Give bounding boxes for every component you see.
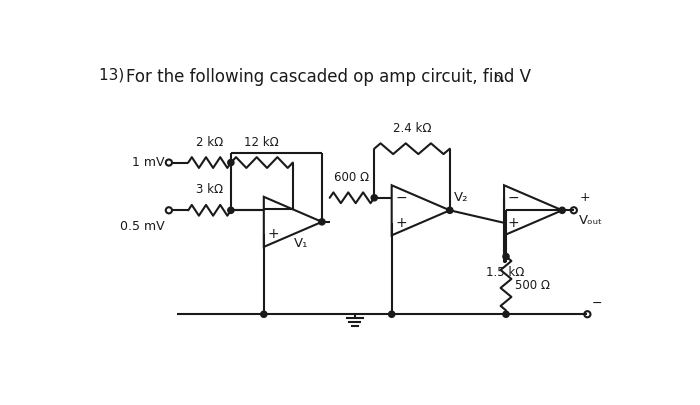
Circle shape — [228, 160, 234, 166]
Text: 600 Ω: 600 Ω — [335, 171, 370, 184]
Text: −: − — [508, 191, 519, 205]
Circle shape — [371, 195, 377, 201]
Text: o: o — [494, 72, 501, 85]
Text: +: + — [395, 216, 407, 230]
Text: −: − — [267, 202, 279, 216]
Circle shape — [559, 207, 566, 213]
Circle shape — [503, 254, 509, 260]
Text: 1.5 kΩ: 1.5 kΩ — [486, 266, 524, 279]
Text: −: − — [592, 297, 602, 310]
Text: −: − — [395, 191, 407, 205]
Circle shape — [228, 207, 234, 213]
Circle shape — [260, 311, 267, 318]
Circle shape — [503, 311, 509, 318]
Circle shape — [389, 311, 395, 318]
Text: V₁: V₁ — [293, 237, 308, 250]
Text: 12 kΩ: 12 kΩ — [244, 136, 279, 149]
Text: 2.4 kΩ: 2.4 kΩ — [393, 122, 431, 135]
Text: 3 kΩ: 3 kΩ — [195, 183, 223, 196]
Text: +: + — [508, 216, 519, 230]
Text: V₂: V₂ — [454, 191, 468, 204]
Text: .: . — [499, 68, 504, 86]
Text: 2 kΩ: 2 kΩ — [195, 136, 223, 149]
Text: Vₒᵤₜ: Vₒᵤₜ — [579, 214, 603, 227]
Circle shape — [318, 219, 325, 225]
Text: +: + — [267, 227, 279, 241]
Text: 1 mV: 1 mV — [132, 156, 165, 169]
Text: For the following cascaded op amp circuit, find V: For the following cascaded op amp circui… — [126, 68, 531, 86]
Text: +: + — [579, 191, 590, 204]
Circle shape — [447, 207, 453, 213]
Text: 0.5 mV: 0.5 mV — [120, 220, 165, 232]
Text: 13): 13) — [99, 68, 130, 83]
Text: 500 Ω: 500 Ω — [515, 279, 550, 292]
